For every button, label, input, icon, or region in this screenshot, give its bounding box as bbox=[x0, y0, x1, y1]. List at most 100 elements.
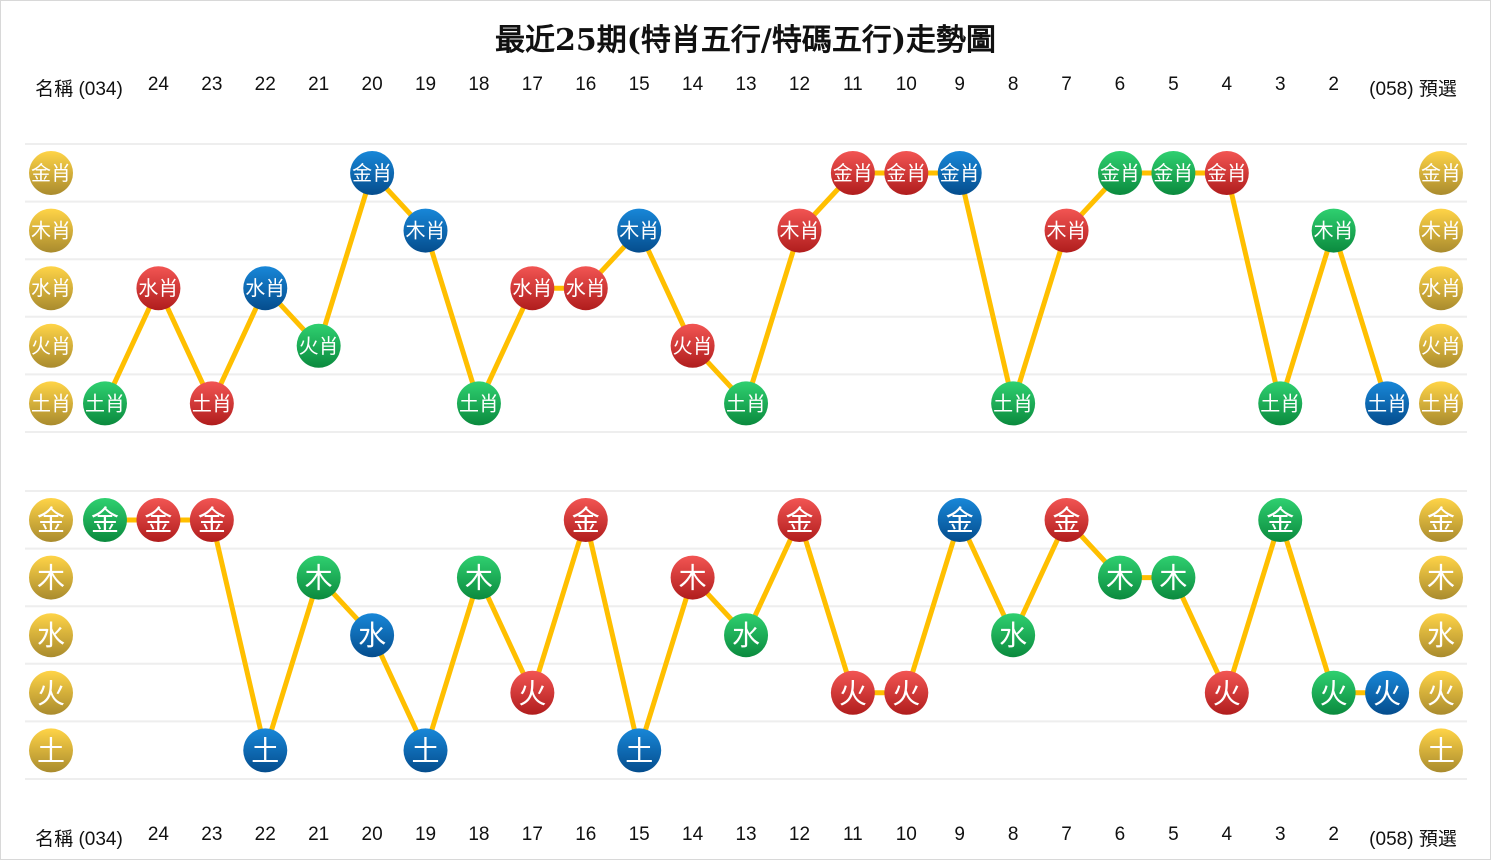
svg-text:土肖: 土肖 bbox=[85, 391, 125, 415]
row-label-right: 火 bbox=[1419, 670, 1463, 715]
svg-text:木肖: 木肖 bbox=[779, 219, 819, 243]
svg-text:火: 火 bbox=[839, 677, 867, 710]
header-period: 10 bbox=[895, 74, 917, 95]
data-ball: 火 bbox=[1311, 670, 1356, 715]
header-period: 21 bbox=[308, 74, 330, 95]
svg-text:金: 金 bbox=[785, 504, 813, 537]
header-period: 5 bbox=[1168, 74, 1179, 95]
header-period: 6 bbox=[1114, 74, 1126, 95]
svg-text:木: 木 bbox=[305, 562, 333, 595]
header-period: 8 bbox=[1007, 74, 1019, 95]
header-period: 4 bbox=[1221, 824, 1233, 845]
svg-text:金: 金 bbox=[1427, 504, 1455, 537]
data-ball: 火 bbox=[1365, 670, 1410, 715]
data-ball: 金肖 bbox=[937, 151, 982, 195]
data-ball: 火 bbox=[830, 670, 875, 715]
svg-text:木肖: 木肖 bbox=[1421, 219, 1461, 243]
data-ball: 金 bbox=[189, 498, 234, 542]
svg-text:木肖: 木肖 bbox=[1047, 219, 1087, 243]
data-ball: 水肖 bbox=[563, 266, 608, 311]
svg-text:木肖: 木肖 bbox=[619, 219, 659, 243]
row-label-right: 土 bbox=[1419, 728, 1463, 773]
header-period: 15 bbox=[628, 74, 650, 95]
data-ball: 金 bbox=[1044, 498, 1089, 542]
data-ball: 土 bbox=[403, 728, 448, 773]
header-period: 13 bbox=[735, 824, 757, 845]
row-label-left: 水肖 bbox=[29, 266, 73, 311]
data-ball: 水肖 bbox=[136, 266, 181, 311]
header-period: 24 bbox=[147, 74, 169, 95]
row-label-left: 水 bbox=[29, 613, 73, 658]
header-period: 19 bbox=[414, 824, 437, 845]
data-ball: 金肖 bbox=[1204, 151, 1249, 195]
header-period: 22 bbox=[254, 824, 276, 845]
row-label-right: 木肖 bbox=[1419, 208, 1463, 253]
svg-text:金肖: 金肖 bbox=[352, 161, 392, 185]
svg-text:水肖: 水肖 bbox=[566, 276, 606, 300]
svg-text:金肖: 金肖 bbox=[1100, 161, 1140, 185]
header-period: 24 bbox=[147, 824, 169, 845]
svg-text:火肖: 火肖 bbox=[1421, 334, 1461, 358]
header-period: 12 bbox=[788, 74, 811, 95]
header-period: 17 bbox=[521, 74, 543, 95]
row-label-right: 金肖 bbox=[1419, 151, 1463, 195]
svg-text:金: 金 bbox=[946, 504, 974, 537]
svg-text:土肖: 土肖 bbox=[993, 391, 1033, 415]
header-last-preselect: (058) 預選 bbox=[1369, 829, 1457, 850]
header-last-preselect: (058) 預選 bbox=[1369, 79, 1457, 100]
header-period: 14 bbox=[682, 824, 704, 845]
header-period: 3 bbox=[1274, 824, 1286, 845]
row-label-left: 木 bbox=[29, 555, 73, 600]
row-label-left: 土 bbox=[29, 728, 73, 773]
header-period: 18 bbox=[468, 824, 490, 845]
row-label-left: 火 bbox=[29, 670, 73, 715]
header-period: 11 bbox=[843, 74, 863, 95]
svg-text:土肖: 土肖 bbox=[31, 391, 71, 415]
row-label-right: 火肖 bbox=[1419, 323, 1463, 368]
svg-text:木: 木 bbox=[1159, 562, 1187, 595]
svg-text:土肖: 土肖 bbox=[1421, 391, 1461, 415]
data-ball: 水肖 bbox=[510, 266, 555, 311]
header-period: 6 bbox=[1114, 824, 1126, 845]
header-period: 9 bbox=[954, 824, 966, 845]
header-period: 21 bbox=[308, 824, 330, 845]
svg-text:水肖: 水肖 bbox=[245, 276, 285, 300]
data-ball: 土肖 bbox=[189, 381, 234, 426]
svg-text:金肖: 金肖 bbox=[1153, 161, 1193, 185]
svg-text:金: 金 bbox=[91, 504, 119, 537]
svg-text:土: 土 bbox=[1427, 734, 1455, 767]
row-label-left: 金 bbox=[29, 498, 73, 542]
data-ball: 土 bbox=[243, 728, 288, 773]
row-label-right: 水 bbox=[1419, 613, 1463, 658]
header-period: 10 bbox=[895, 824, 917, 845]
header-period: 20 bbox=[361, 824, 383, 845]
data-ball: 水 bbox=[724, 613, 769, 658]
svg-text:水: 水 bbox=[37, 619, 65, 652]
data-ball: 木 bbox=[296, 555, 341, 600]
svg-text:金: 金 bbox=[1053, 504, 1081, 537]
svg-text:火: 火 bbox=[518, 677, 546, 710]
row-label-left: 火肖 bbox=[29, 323, 73, 368]
svg-text:木肖: 木肖 bbox=[406, 219, 446, 243]
data-ball: 土肖 bbox=[724, 381, 769, 426]
header-period: 5 bbox=[1168, 824, 1179, 845]
svg-text:水: 水 bbox=[358, 619, 386, 652]
header-period: 8 bbox=[1007, 824, 1019, 845]
svg-text:土肖: 土肖 bbox=[459, 391, 499, 415]
svg-text:火: 火 bbox=[1320, 677, 1348, 710]
svg-text:金肖: 金肖 bbox=[886, 161, 926, 185]
header-period: 23 bbox=[201, 824, 223, 845]
svg-text:金: 金 bbox=[37, 504, 65, 537]
svg-text:火: 火 bbox=[892, 677, 920, 710]
svg-text:火肖: 火肖 bbox=[299, 334, 339, 358]
svg-text:木: 木 bbox=[679, 562, 707, 595]
header-period: 20 bbox=[361, 74, 383, 95]
header-period: 14 bbox=[682, 74, 704, 95]
data-ball: 火肖 bbox=[296, 323, 341, 368]
data-ball: 土肖 bbox=[1258, 381, 1303, 426]
svg-text:金肖: 金肖 bbox=[1421, 161, 1461, 185]
header-period: 13 bbox=[735, 74, 757, 95]
data-ball: 水 bbox=[350, 613, 395, 658]
